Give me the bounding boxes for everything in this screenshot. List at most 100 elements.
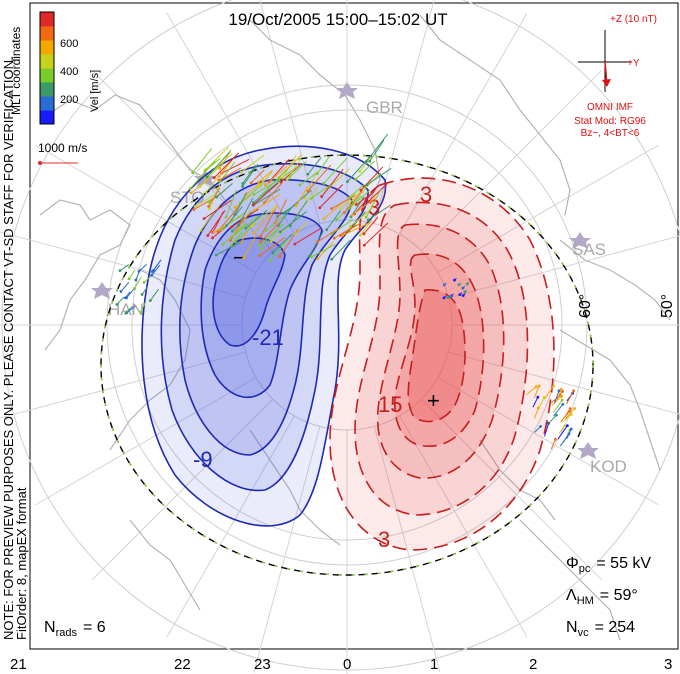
velocity-vector-origin — [457, 283, 461, 287]
velocity-vector — [326, 210, 342, 231]
velocity-vector-origin — [461, 294, 465, 297]
velocity-vector-origin — [249, 181, 253, 185]
velocity-vector — [526, 386, 537, 396]
velocity-vector — [134, 276, 142, 289]
velocity-vector — [277, 206, 294, 226]
radar-label-han: HAN — [108, 300, 144, 319]
velocity-vector — [331, 239, 351, 260]
plot-frame — [29, 2, 679, 650]
fit-order-note: FitOrder: 8, mapEX format — [14, 487, 29, 640]
velocity-vector-origin — [368, 159, 372, 163]
velocity-vector-origin — [264, 229, 268, 233]
velocity-vector — [192, 148, 213, 173]
velocity-vector-origin — [572, 389, 575, 393]
velocity-vector-origin — [269, 239, 273, 243]
velocity-vector — [258, 223, 284, 246]
velocity-vector — [351, 197, 377, 216]
velocity-vector-origin — [561, 402, 565, 406]
velocity-vector-origin — [350, 213, 354, 217]
meridian-line — [437, 144, 660, 273]
velocity-vector-origin — [560, 395, 564, 398]
velocity-vector-origin — [318, 206, 322, 210]
velocity-vector — [552, 399, 563, 413]
velocity-vector — [225, 189, 237, 218]
velocity-vector-origin — [366, 218, 370, 222]
colorbar-title: Vel [m/s] — [89, 70, 101, 112]
velocity-vector-origin — [342, 211, 346, 215]
positive-potential-cell: 15 3 3 3 + — [329, 177, 555, 552]
velocity-vector — [566, 428, 572, 439]
velocity-vector-origin — [568, 409, 571, 413]
velocity-vector-origin — [212, 230, 216, 234]
velocity-vector-origin — [358, 233, 362, 237]
velocity-vector — [242, 163, 259, 187]
colorbar-swatch — [40, 12, 54, 27]
colorbar-tick-400: 400 — [60, 66, 78, 78]
lambda-subscript: HM — [577, 595, 594, 607]
mlt-tick-21: 21 — [10, 656, 27, 673]
velocity-vector-origin — [278, 230, 282, 234]
velocity-vector-origin — [229, 225, 233, 229]
velocity-colorbar: 200 400 600 Vel [m/s] MLT coordinates — [9, 11, 101, 125]
velocity-vector-origin — [148, 299, 152, 302]
colorbar-swatch — [40, 68, 54, 83]
velocity-vector-origin — [320, 195, 324, 198]
velocity-vector — [343, 191, 363, 214]
velocity-vector — [321, 168, 344, 197]
velocity-vector-origin — [449, 295, 453, 299]
velocity-vector-origin — [310, 255, 314, 259]
velocity-vector-origin — [359, 188, 363, 192]
velocity-vector-origin — [244, 226, 248, 230]
pos-contour-label-3-top: 3 — [420, 182, 432, 207]
velocity-vector — [240, 154, 265, 173]
velocity-vector-origin — [335, 218, 339, 221]
velocity-vector-origin — [345, 180, 349, 184]
velocity-vector-origin — [461, 286, 465, 290]
velocity-vector — [348, 189, 371, 209]
velocity-vector — [307, 157, 322, 175]
velocity-vector-origin — [539, 424, 542, 428]
velocity-vector-origin — [259, 240, 262, 244]
velocity-vector-origin — [268, 259, 272, 263]
velocity-vector — [257, 171, 273, 188]
imf-stat-model: Stat Mod: RG96 — [574, 116, 646, 127]
velocity-vector-origin — [294, 204, 298, 207]
velocity-vector — [250, 169, 265, 184]
meridian-line — [437, 377, 660, 506]
velocity-vector — [141, 286, 148, 295]
velocity-vector — [566, 390, 574, 405]
fit-statistics: Φpc = 55 kV ΛHM = 59° Nvc = 254 Nrads = 6 — [44, 555, 651, 639]
imf-condition: Bz−, 4<BT<6 — [581, 128, 640, 139]
velocity-vector-origin — [142, 280, 146, 284]
velocity-vector-origin — [568, 407, 572, 411]
coordinate-system-label: MLT coordinates — [9, 27, 23, 115]
velocity-vector-origin — [365, 183, 369, 187]
velocity-vector — [253, 180, 281, 203]
meridian-line — [253, 426, 321, 673]
velocity-vector-origin — [354, 178, 358, 181]
nrads-symbol: N — [44, 619, 56, 636]
velocity-vector — [259, 169, 287, 198]
radar-count: Nrads = 6 — [44, 619, 106, 639]
velocity-vector-origin — [330, 257, 334, 261]
velocity-vector-origin — [256, 186, 260, 189]
pos-contour-label-3-bottom: 3 — [378, 527, 390, 552]
velocity-vector — [272, 233, 293, 254]
velocity-vector-origin — [316, 240, 319, 244]
velocity-vector-origin — [463, 290, 467, 294]
velocity-vector-origin — [224, 215, 228, 219]
velocity-vector — [309, 231, 324, 257]
velocity-vector — [212, 225, 228, 239]
pos-contour-fill-5 — [407, 289, 466, 423]
velocity-vector-origin — [215, 195, 218, 199]
velocity-vector-origin — [259, 234, 263, 238]
velocity-vector-origin — [552, 384, 555, 388]
velocity-vector-origin — [229, 239, 232, 243]
velocity-vector-origin — [218, 166, 222, 170]
heppner-maynard-boundary-highlight — [100, 154, 594, 576]
mlt-tick-22: 22 — [174, 656, 191, 673]
colorbar-tick-600: 600 — [60, 38, 78, 50]
radar-label-kod: KOD — [590, 457, 627, 476]
velocity-vector-origin — [205, 175, 209, 179]
